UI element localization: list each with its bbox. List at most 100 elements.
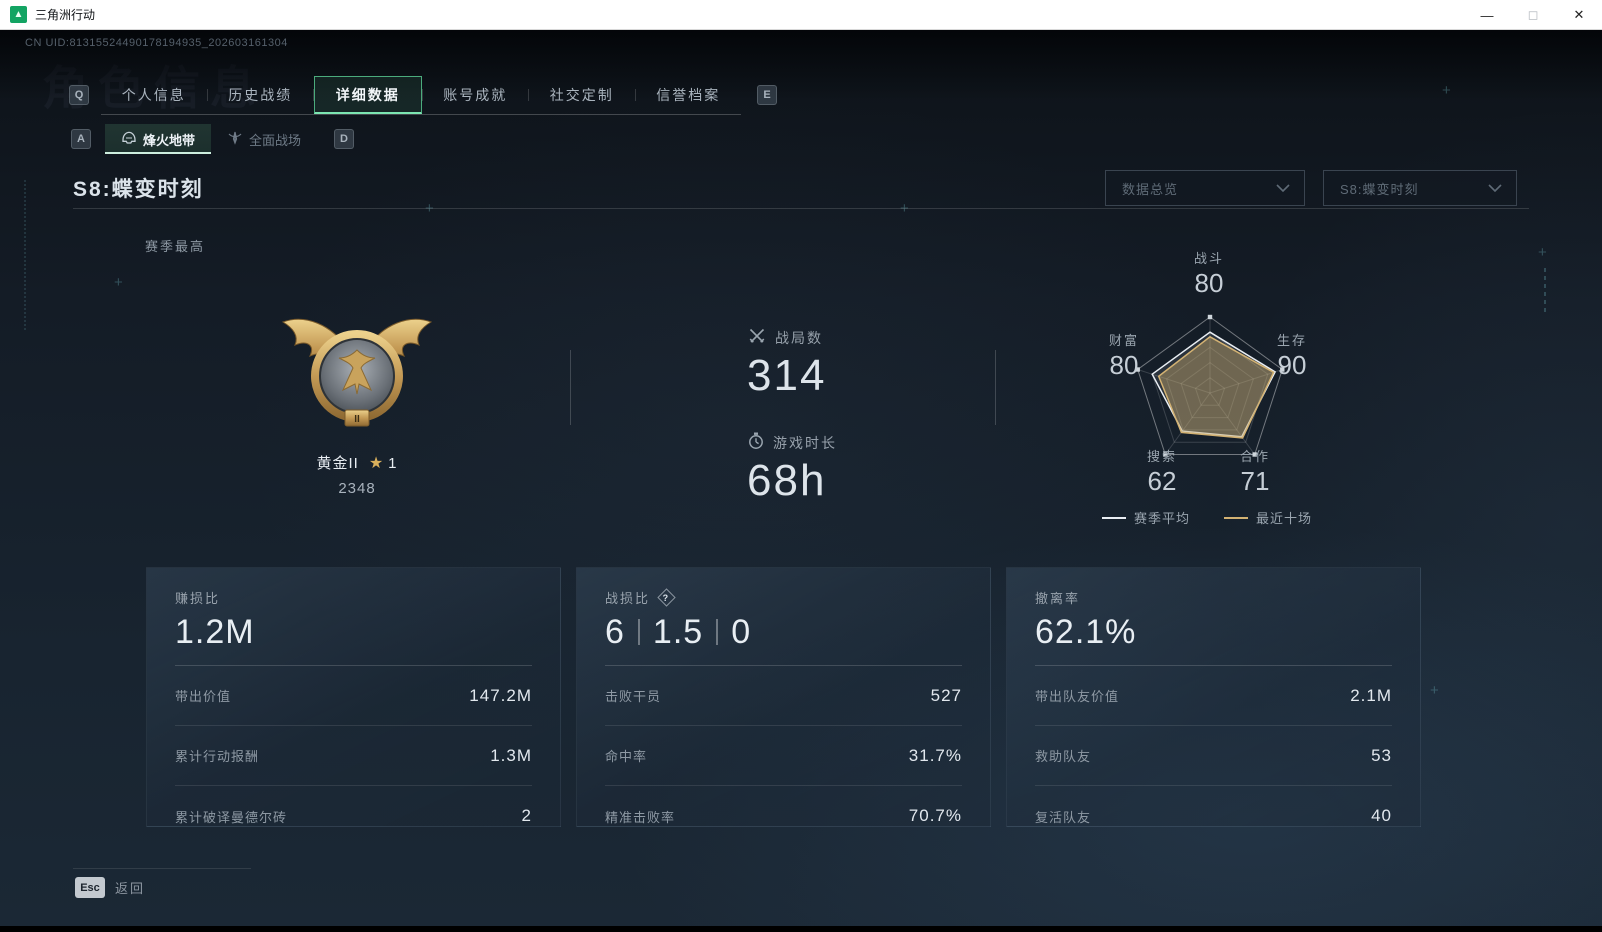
subtab-item-1[interactable]: 全面战场	[211, 124, 317, 154]
rank-name: 黄金II	[316, 455, 359, 472]
radar-axis-name: 战斗	[1193, 251, 1224, 266]
data-overview-dropdown[interactable]: 数据总览	[1105, 170, 1305, 206]
minimize-button[interactable]: —	[1480, 7, 1494, 23]
tab-separator	[421, 89, 423, 101]
card-stat-row: 命中率 31.7%	[605, 726, 962, 786]
ruler-decoration	[24, 180, 30, 330]
radar-axis-name: 财富	[1108, 333, 1139, 348]
tab-item-5[interactable]: 信誉档案	[656, 87, 721, 103]
svg-text:II: II	[354, 414, 360, 425]
stat-row-value: 31.7%	[908, 745, 962, 765]
stat-row-label: 精准击败率	[605, 809, 676, 825]
chevron-down-icon	[1276, 184, 1290, 192]
tab-item-1[interactable]: 历史战绩	[228, 87, 293, 103]
card-stat-row: 带出价值 147.2M	[175, 666, 532, 726]
crossed-swords-icon	[747, 326, 767, 349]
key-hint-a: A	[71, 129, 91, 149]
card-main-value: 6 1.5 0	[605, 609, 962, 655]
stat-row-value: 70.7%	[908, 806, 962, 825]
footer: Esc 返回	[75, 877, 145, 898]
app-logo-icon: ▲	[10, 6, 27, 23]
stat-card-2: 撤离率 62.1% 带出队友价值 2.1M 救助队友 53 复活队友 40	[1006, 567, 1421, 827]
plus-decoration: +	[1538, 244, 1547, 261]
subtab-item-0[interactable]: 烽火地带	[105, 124, 211, 154]
card-stat-row: 救助队友 53	[1035, 726, 1392, 786]
dash-decoration	[1544, 268, 1546, 314]
subtab-label: 烽火地带	[142, 132, 195, 148]
season-stat-value: 68h	[747, 456, 827, 505]
helmet-icon	[121, 130, 137, 148]
window-title: 三角洲行动	[35, 8, 96, 22]
season-stat-1: 游戏时长 68h	[747, 431, 837, 506]
radar-legend-item-0: 赛季平均	[1102, 508, 1190, 527]
card-stat-row: 复活队友 40	[1035, 786, 1392, 846]
stat-row-label: 累计行动报酬	[175, 749, 260, 764]
radar-axis-value: 71	[1240, 466, 1270, 496]
radar-axis-value: 90	[1277, 350, 1307, 380]
card-title-row: 战损比?	[605, 588, 962, 607]
radar-axis-3: 搜索 62	[1130, 446, 1194, 497]
stat-card-0: 赚损比 1.2M 带出价值 147.2M 累计行动报酬 1.3M 累计破译曼德尔砖 2	[146, 567, 561, 827]
rank-star-icon: ★	[368, 455, 385, 472]
season-stats-column: 战局数 314 游戏时长 68h	[747, 326, 837, 536]
radar-axis-value: 80	[1194, 268, 1224, 298]
tab-item-4[interactable]: 社交定制	[549, 87, 614, 103]
card-value-block: 赚损比 1.2M	[175, 588, 532, 666]
value-separator	[716, 619, 719, 645]
tab-item-2[interactable]: 详细数据	[314, 76, 422, 114]
column-divider	[570, 350, 571, 425]
rank-emblem: II	[277, 298, 437, 448]
tab-separator	[206, 89, 208, 101]
footer-divider	[73, 868, 251, 869]
season-stat-0: 战局数 314	[747, 326, 837, 401]
stat-row-value: 2	[521, 806, 532, 825]
stat-row-label: 带出价值	[175, 689, 232, 704]
card-title: 战损比	[605, 591, 651, 606]
tab-separator	[313, 89, 314, 101]
esc-key-badge[interactable]: Esc	[75, 877, 105, 898]
card-value-block: 战损比? 6 1.5 0	[605, 588, 962, 666]
tab-separator	[634, 89, 636, 101]
attribute-radar-chart: 战斗 80 生存 90 合作 71 搜索 62 财富 80 赛季平均 最近十场	[1080, 248, 1340, 538]
plus-decoration: +	[900, 200, 909, 217]
help-icon[interactable]: ?	[657, 588, 676, 607]
tab-item-0[interactable]: 个人信息	[121, 87, 186, 103]
card-value-part: 1.5	[652, 612, 704, 651]
rank-name-line: 黄金II ★ 1	[257, 452, 457, 473]
window-titlebar: ▲ 三角洲行动 — ◻ ✕	[0, 0, 1602, 30]
stat-row-value: 1.3M	[490, 745, 532, 765]
card-stat-row: 精准击败率 70.7%	[605, 786, 962, 846]
stat-row-label: 救助队友	[1035, 749, 1092, 764]
close-button[interactable]: ✕	[1573, 7, 1585, 22]
card-title-row: 赚损比	[175, 588, 532, 607]
title-divider	[73, 208, 1529, 209]
radar-axis-4: 财富 80	[1092, 330, 1156, 381]
card-value-part: 1.2M	[175, 612, 255, 651]
card-main-value: 1.2M	[175, 609, 532, 655]
tab-item-3[interactable]: 账号成就	[443, 87, 508, 103]
stat-cards-row: 赚损比 1.2M 带出价值 147.2M 累计行动报酬 1.3M 累计破译曼德尔砖 2 战损比?…	[146, 567, 1421, 827]
stat-row-label: 带出队友价值	[1035, 689, 1120, 704]
legend-line-swatch	[1224, 516, 1249, 519]
radar-axis-1: 生存 90	[1260, 330, 1324, 381]
card-stat-row: 击败干员 527	[605, 666, 962, 726]
key-hint-e: E	[757, 85, 777, 105]
legend-line-swatch	[1102, 516, 1126, 519]
stat-row-value: 53	[1371, 745, 1392, 765]
value-separator	[637, 619, 640, 645]
card-stat-row: 累计破译曼德尔砖 2	[175, 786, 532, 846]
maximize-button[interactable]: ◻	[1527, 7, 1539, 22]
season-select-dropdown[interactable]: S8:蝶变时刻	[1323, 170, 1517, 206]
stat-row-label: 复活队友	[1035, 809, 1092, 825]
season-stat-label: 游戏时长	[773, 434, 837, 451]
stat-card-1: 战损比? 6 1.5 0 击败干员 527 命中率 31.7% 精准击败率 70.7%	[576, 567, 991, 827]
season-page-title: S8:蝶变时刻	[73, 178, 204, 201]
season-stat-value: 314	[747, 351, 827, 400]
card-title: 撤离率	[1035, 591, 1081, 606]
player-uid: CN UID:81315524490178194935_202603161304	[25, 37, 288, 49]
stat-row-value: 2.1M	[1350, 685, 1392, 705]
plus-decoration: +	[114, 274, 123, 291]
card-main-value: 62.1%	[1035, 609, 1392, 655]
card-value-part: 62.1%	[1035, 612, 1137, 651]
chevron-down-icon	[1488, 184, 1502, 192]
